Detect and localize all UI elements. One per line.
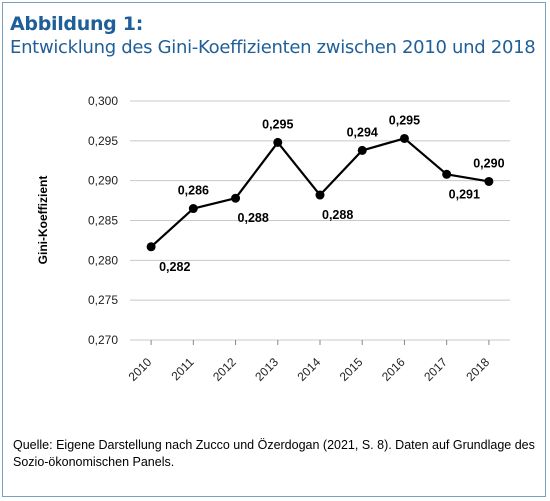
data-point bbox=[357, 145, 367, 155]
x-tick-label: 2012 bbox=[210, 355, 239, 384]
data-label: 0,288 bbox=[238, 211, 269, 225]
y-tick-label: 0,270 bbox=[88, 333, 118, 347]
data-label: 0,295 bbox=[262, 117, 293, 131]
x-tick-label: 2010 bbox=[126, 355, 155, 384]
source-line-2: Sozio-ökonomischen Panels. bbox=[13, 455, 175, 469]
source-note: Quelle: Eigene Darstellung nach Zucco un… bbox=[13, 437, 538, 471]
figure-label: Abbildung 1: bbox=[10, 13, 144, 35]
data-label: 0,288 bbox=[322, 208, 353, 222]
data-label: 0,286 bbox=[178, 184, 209, 198]
data-point bbox=[399, 133, 409, 143]
data-point bbox=[442, 169, 452, 179]
figure-title-block: Abbildung 1: Entwicklung des Gini-Koeffi… bbox=[10, 12, 536, 60]
x-tick-label: 2017 bbox=[421, 355, 450, 384]
y-tick-label: 0,280 bbox=[88, 253, 118, 267]
data-label: 0,295 bbox=[389, 113, 420, 127]
data-label: 0,290 bbox=[473, 156, 504, 170]
figure-frame bbox=[2, 2, 546, 497]
data-label: 0,291 bbox=[449, 187, 480, 201]
y-tick-label: 0,290 bbox=[88, 174, 118, 188]
data-point bbox=[273, 137, 283, 147]
figure-title: Entwicklung des Gini-Koeffizienten zwisc… bbox=[10, 37, 536, 58]
data-label: 0,282 bbox=[159, 260, 190, 274]
data-point bbox=[146, 242, 156, 252]
data-point bbox=[484, 176, 494, 186]
y-tick-label: 0,285 bbox=[88, 214, 118, 228]
data-point bbox=[315, 190, 325, 200]
data-point bbox=[231, 193, 241, 203]
y-tick-label: 0,275 bbox=[88, 293, 118, 307]
y-axis-label: Gini-Koeffizient bbox=[36, 176, 50, 265]
y-tick-label: 0,300 bbox=[88, 94, 118, 108]
x-tick-label: 2011 bbox=[168, 355, 196, 383]
data-label: 0,294 bbox=[347, 125, 378, 139]
data-point bbox=[188, 204, 198, 214]
x-tick-label: 2018 bbox=[463, 355, 492, 384]
source-line-1: Quelle: Eigene Darstellung nach Zucco un… bbox=[13, 438, 535, 452]
y-tick-label: 0,295 bbox=[88, 134, 118, 148]
x-tick-label: 2014 bbox=[295, 355, 324, 384]
x-tick-label: 2015 bbox=[337, 355, 366, 384]
x-tick-label: 2016 bbox=[379, 355, 408, 384]
x-tick-label: 2013 bbox=[252, 355, 281, 384]
